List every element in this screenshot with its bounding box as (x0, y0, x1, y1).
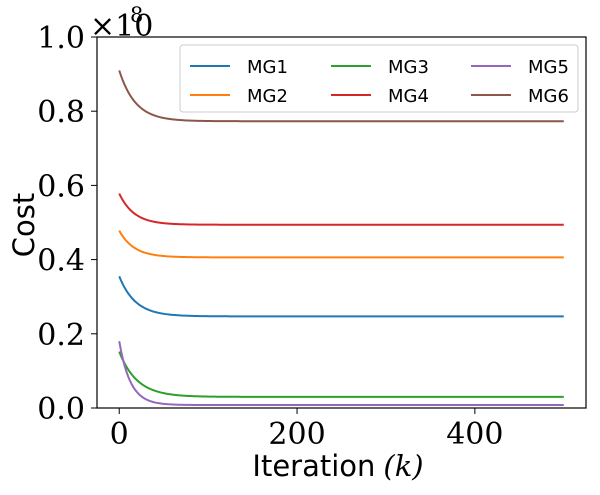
x-axis-title-math: (k) (383, 449, 423, 483)
x-tick-label: 400 (446, 417, 503, 452)
y-axis-ticks: 0.0 0.2 0.4 0.6 0.8 1.0 (37, 21, 97, 427)
series-line-mg6 (118, 70, 564, 123)
series-line-mg1 (118, 275, 564, 318)
y-multiplier-label: ×10 (90, 9, 153, 44)
series-layer (118, 70, 564, 407)
y-tick-label: 0.6 (37, 169, 85, 204)
legend-label-mg3: MG3 (388, 57, 429, 78)
series-line-mg2 (118, 230, 564, 259)
y-tick-label: 0.8 (37, 95, 85, 130)
x-axis-title-text: Iteration (252, 449, 375, 483)
y-multiplier-exponent: 8 (130, 3, 143, 27)
legend-label-mg5: MG5 (528, 57, 569, 78)
x-axis-title: Iteration (k) (252, 449, 423, 483)
series-line-mg3 (118, 351, 564, 398)
y-axis-title: Cost (7, 193, 41, 257)
legend: MG1 MG2 MG3 MG4 MG5 MG6 (179, 44, 579, 113)
legend-label-mg2: MG2 (247, 86, 288, 107)
y-tick-label: 0.2 (37, 318, 85, 353)
y-tick-label: 0.0 (37, 392, 85, 427)
legend-label-mg1: MG1 (247, 57, 288, 78)
legend-box (179, 44, 579, 113)
series-line-mg4 (118, 193, 564, 226)
y-tick-label: 1.0 (37, 21, 85, 56)
x-axis-ticks: 0 200 400 (110, 408, 503, 452)
legend-label-mg6: MG6 (528, 86, 569, 107)
y-tick-label: 0.4 (37, 244, 85, 279)
x-tick-label: 200 (268, 417, 325, 452)
x-tick-label: 0 (110, 417, 129, 452)
legend-label-mg4: MG4 (388, 86, 429, 107)
plot-frame (96, 36, 587, 409)
series-line-mg5 (118, 341, 564, 407)
